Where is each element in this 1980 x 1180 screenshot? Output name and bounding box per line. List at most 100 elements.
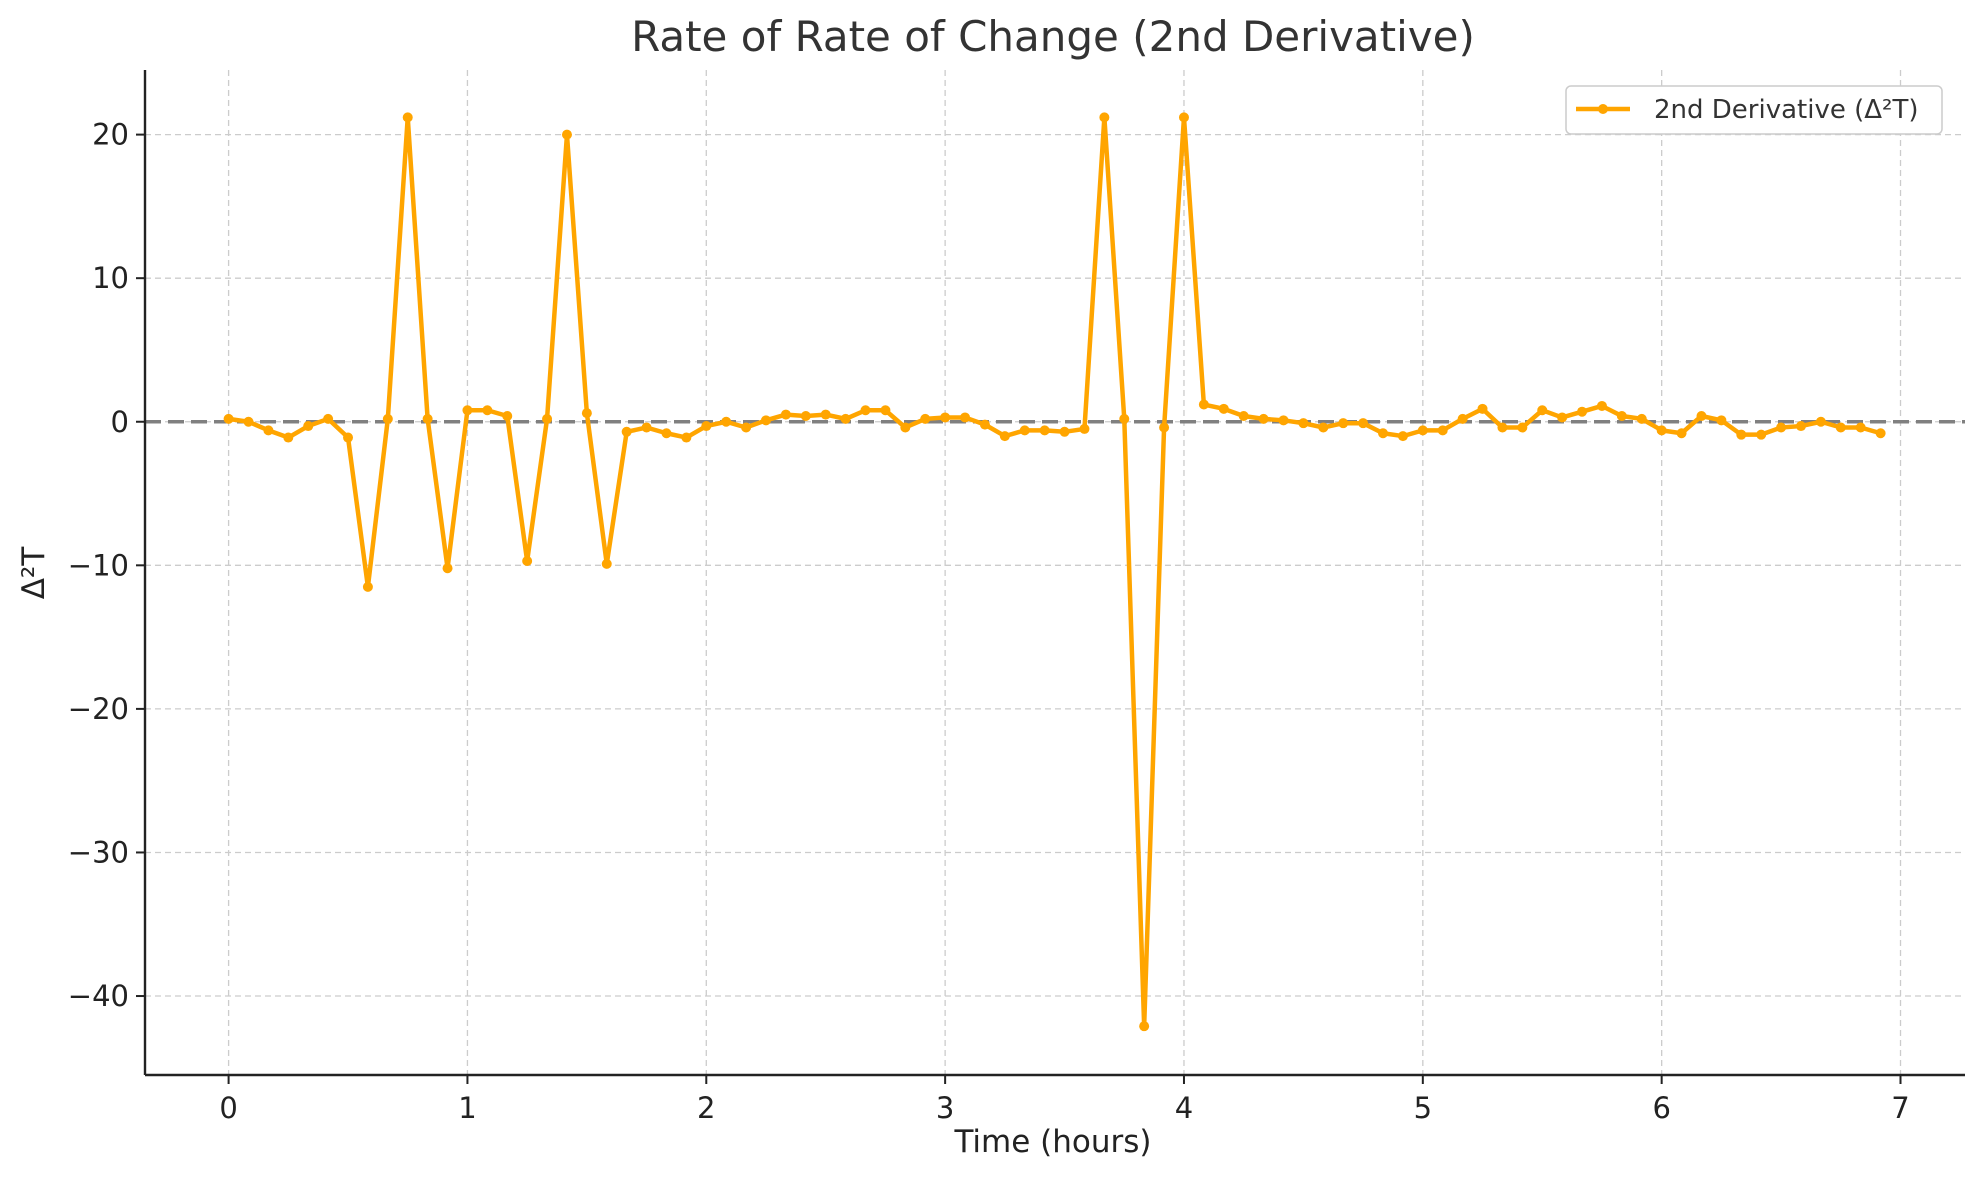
x-tick-label: 4 [1175,1091,1193,1125]
data-point [1099,112,1110,123]
legend-label: 2nd Derivative (Δ²T) [1654,95,1918,125]
data-point [1198,399,1209,410]
data-point [1577,406,1588,417]
data-point [1059,426,1070,437]
legend: 2nd Derivative (Δ²T) [1565,85,1943,135]
data-point [760,415,771,426]
data-point [1736,429,1747,440]
data-point [920,413,931,424]
data-point [442,563,453,574]
data-point [1795,421,1806,432]
data-point [1159,422,1170,433]
data-point [223,413,234,424]
x-tick-label: 3 [936,1091,954,1125]
y-tick-label: 0 [111,405,129,439]
data-point [1278,415,1289,426]
data-point [701,421,712,432]
data-point [1019,425,1030,436]
data-point [1358,418,1369,429]
data-point [1517,422,1528,433]
x-tick-label: 6 [1652,1091,1670,1125]
data-point [641,422,652,433]
data-point [1776,422,1787,433]
data-point [940,412,951,423]
legend-marker-swatch [1598,104,1608,114]
data-point [741,422,752,433]
y-tick-label: −30 [68,835,129,869]
y-axis-label: Δ²T [16,546,52,600]
x-tick-label: 0 [219,1091,237,1125]
data-point [243,416,254,427]
chart-title: Rate of Rate of Change (2nd Derivative) [631,12,1475,61]
data-point [880,405,891,416]
data-point [1875,428,1886,439]
legend-box [1565,85,1943,135]
data-point [522,556,533,567]
x-axis-label: Time (hours) [953,1124,1151,1160]
grid [145,70,1965,1075]
y-tick-label: 10 [92,261,129,295]
data-point [1676,428,1687,439]
y-tick-label: 20 [92,118,129,152]
x-tick-label: 2 [697,1091,715,1125]
data-point [1079,423,1090,434]
data-point [999,431,1010,442]
data-point [621,426,632,437]
data-point [1636,413,1647,424]
data-point [800,411,811,422]
y-tick-label: −40 [68,979,129,1013]
data-point [1537,405,1548,416]
data-point [362,581,373,592]
data-point [860,405,871,416]
data-point [681,432,692,443]
series-line [226,115,1883,1029]
data-point [1178,112,1189,123]
data-point [1656,425,1667,436]
data-point [1258,413,1269,424]
data-point [900,422,911,433]
data-point [581,408,592,419]
data-point [601,558,612,569]
data-point [263,425,274,436]
data-point [1855,422,1866,433]
data-point [402,112,413,123]
data-point [343,432,354,443]
x-tick-label: 7 [1891,1091,1909,1125]
data-point [1756,429,1767,440]
x-axis-ticks: 0 1 2 3 4 5 6 7 [219,1075,1910,1125]
data-point [1835,422,1846,433]
data-point [1596,400,1607,411]
data-point [283,432,294,443]
data-point [1318,422,1329,433]
data-point [1457,413,1468,424]
data-point [462,405,473,416]
data-point [1557,412,1568,423]
data-point [1298,418,1309,429]
data-point [1378,428,1389,439]
axes-spines [143,70,1965,1077]
data-point [1417,425,1428,436]
data-point [721,416,732,427]
y-tick-label: −20 [68,692,129,726]
data-point [1815,416,1826,427]
data-point [780,409,791,420]
data-point [979,419,990,430]
data-point [1238,411,1249,422]
data-point [561,129,572,140]
data-point [303,421,314,432]
data-point [1616,411,1627,422]
data-point [960,412,971,423]
y-axis-ticks: 20 10 0 −10 −20 −30 −40 [68,118,145,1013]
data-point [422,413,433,424]
data-point [542,413,553,424]
data-point [1497,422,1508,433]
data-point [661,428,672,439]
data-point [1139,1021,1150,1032]
data-point [1716,415,1727,426]
data-point [1119,413,1130,424]
data-point [482,405,493,416]
data-point [820,409,831,420]
data-point [840,413,851,424]
data-point [1039,425,1050,436]
